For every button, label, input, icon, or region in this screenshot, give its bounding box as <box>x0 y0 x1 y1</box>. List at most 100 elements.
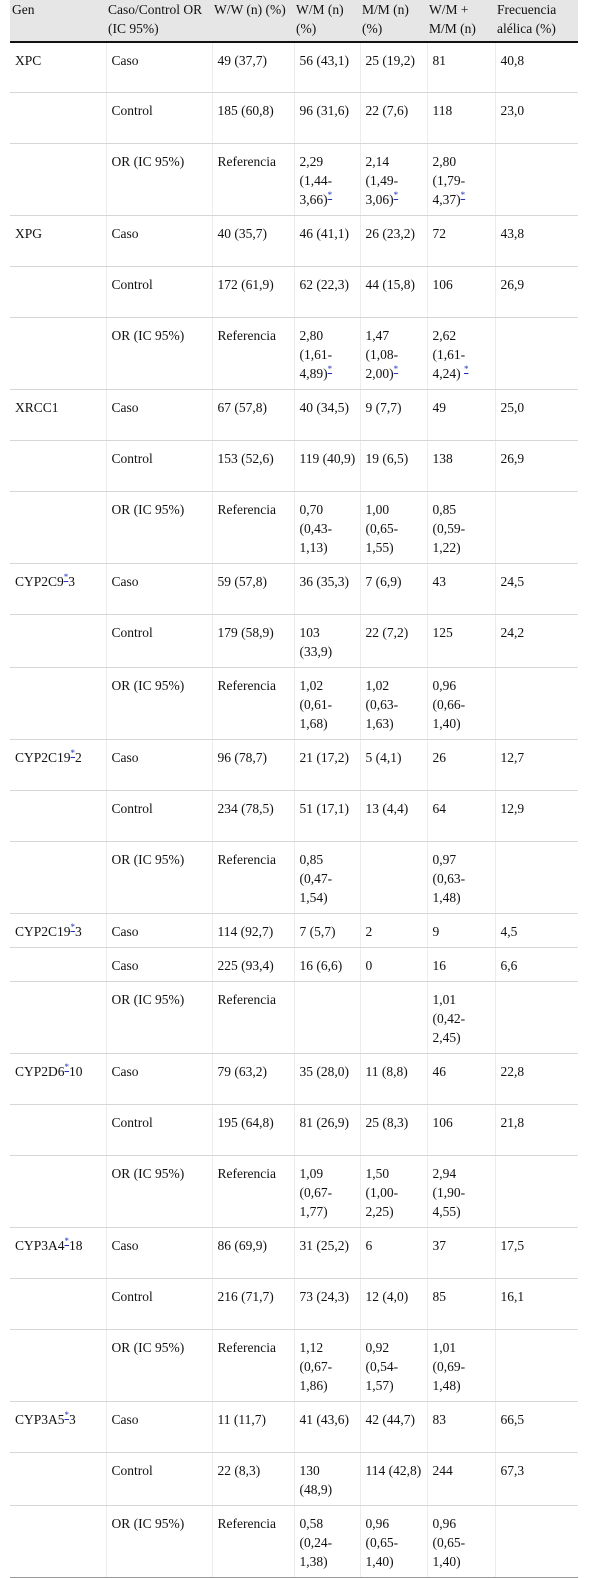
cell-allele-frequency: 17,5 <box>495 1227 578 1279</box>
footnote-link[interactable]: * <box>64 1061 70 1072</box>
cell-group: OR (IC 95%) <box>106 1329 213 1402</box>
cell-gene <box>10 1505 107 1578</box>
cell-gene <box>10 92 107 144</box>
cell-mm-value: 1,47 (1,08-2,00) <box>365 327 399 381</box>
cell-allele-frequency <box>495 667 578 740</box>
cell-wm-value: 2,29 (1,44-3,66) <box>299 153 333 207</box>
cell-wm-value: 119 (40,9) <box>299 450 356 466</box>
cell-wm-value: 56 (43,1) <box>299 53 350 68</box>
cell-allele-frequency-value: 24,2 <box>500 624 525 640</box>
cell-gene <box>10 1278 107 1330</box>
cell-ww: Referencia <box>212 981 295 1054</box>
cell-wm-mm: 118 <box>427 92 496 144</box>
cell-ww-value: Referencia <box>217 327 276 343</box>
cell-gene: XPG <box>10 215 107 267</box>
cell-group: Caso <box>106 389 213 441</box>
cell-wm: 1,12 (0,67-1,86) <box>294 1329 361 1402</box>
table-row: Control 22 (8,3) 130 (48,9) 114 (42,8) 244 67… <box>10 1452 578 1506</box>
table-row: OR (IC 95%) Referencia 1,09 (0,67-1,77) 1,5… <box>10 1155 578 1228</box>
cell-ww-value: Referencia <box>217 991 276 1007</box>
cell-gene <box>10 614 107 668</box>
footnote-link[interactable]: * <box>460 189 466 200</box>
cell-wm-mm-value: 9 <box>432 923 440 939</box>
cell-group: Caso <box>106 1227 213 1279</box>
cell-allele-frequency: 4,5 <box>495 913 578 948</box>
cell-ww: Referencia <box>212 1155 295 1228</box>
cell-gene <box>10 266 107 318</box>
cell-ww-value: Referencia <box>217 153 276 169</box>
cell-ww: 49 (37,7) <box>212 42 295 93</box>
cell-wm-mm-value: 0,96 (0,66-1,40) <box>432 677 466 731</box>
cell-ww-value: 225 (93,4) <box>217 957 274 973</box>
footnote-link[interactable]: * <box>327 363 333 374</box>
cell-wm-mm-value: 125 <box>432 624 453 640</box>
cell-allele-frequency: 40,8 <box>495 42 578 93</box>
header-wm: W/M (n) (%) <box>294 0 360 43</box>
cell-wm-mm-value: 72 <box>432 225 447 241</box>
cell-mm-value: 22 (7,6) <box>365 102 409 118</box>
cell-group-value: OR (IC 95%) <box>111 1339 185 1355</box>
cell-allele-frequency <box>495 981 578 1054</box>
cell-wm-value: 36 (35,3) <box>299 573 350 589</box>
footnote-link[interactable]: * <box>70 747 76 758</box>
cell-wm-mm-value: 0,96 (0,65-1,40) <box>432 1515 466 1569</box>
cell-wm-mm: 0,96 (0,65-1,40) <box>427 1505 496 1578</box>
cell-allele-frequency-value: 21,8 <box>500 1114 525 1130</box>
cell-allele-frequency: 43,8 <box>495 215 578 267</box>
footnote-link[interactable]: * <box>327 189 333 200</box>
footnote-link[interactable]: * <box>464 363 469 374</box>
cell-allele-frequency-value: 4,5 <box>500 923 518 939</box>
cell-group: OR (IC 95%) <box>106 317 213 390</box>
cell-group: OR (IC 95%) <box>106 1155 213 1228</box>
table-row: Control 172 (61,9) 62 (22,3) 44 (15,8) 106 26… <box>10 266 578 318</box>
cell-wm: 41 (43,6) <box>294 1401 361 1453</box>
cell-allele-frequency: 67,3 <box>495 1452 578 1506</box>
cell-allele-frequency: 21,8 <box>495 1104 578 1156</box>
cell-gene <box>10 667 107 740</box>
footnote-link[interactable]: * <box>64 1409 70 1420</box>
table-row: OR (IC 95%) Referencia 1,01 (0,42-2,45) <box>10 981 578 1054</box>
cell-group-value: Caso <box>111 749 139 765</box>
cell-wm-mm-value: 1,01 (0,69-1,48) <box>432 1339 466 1393</box>
cell-wm-mm: 9 <box>427 913 496 948</box>
cell-ww: 59 (57,8) <box>212 563 295 615</box>
cell-mm-value: 0 <box>365 957 373 973</box>
footnote-link[interactable]: * <box>64 1235 70 1246</box>
cell-wm: 62 (22,3) <box>294 266 361 318</box>
cell-wm-mm-value: 244 <box>432 1462 453 1478</box>
cell-wm-mm: 83 <box>427 1401 496 1453</box>
cell-wm <box>294 981 361 1054</box>
cell-mm: 11 (8,8) <box>360 1053 428 1105</box>
cell-group-value: Control <box>111 624 153 640</box>
footnote-link[interactable]: * <box>63 571 69 582</box>
cell-wm: 1,09 (0,67-1,77) <box>294 1155 361 1228</box>
cell-wm-value: 81 (26,9) <box>299 1114 350 1130</box>
cell-group: Control <box>106 1278 213 1330</box>
cell-group-value: Caso <box>111 923 139 939</box>
cell-gene <box>10 1155 107 1228</box>
cell-group: OR (IC 95%) <box>106 841 213 914</box>
cell-mm: 13 (4,4) <box>360 790 428 842</box>
cell-mm-value: 2 <box>365 923 373 939</box>
table-row: OR (IC 95%) Referencia 2,29 (1,44-3,66)* 2,… <box>10 143 578 216</box>
cell-allele-frequency: 12,9 <box>495 790 578 842</box>
cell-allele-frequency <box>495 317 578 390</box>
footnote-link[interactable]: * <box>393 189 399 200</box>
cell-ww: 96 (78,7) <box>212 739 295 791</box>
cell-wm-value: 16 (6,6) <box>299 957 343 973</box>
cell-mm-value: 6 <box>365 1237 373 1253</box>
cell-wm-value: 21 (17,2) <box>299 749 350 765</box>
cell-wm: 73 (24,3) <box>294 1278 361 1330</box>
cell-wm: 0,85 (0,47-1,54) <box>294 841 361 914</box>
footnote-link[interactable]: * <box>393 363 399 374</box>
cell-mm-value: 1,02 (0,63-1,63) <box>365 677 399 731</box>
footnote-link[interactable]: * <box>70 921 76 932</box>
cell-group: Control <box>106 440 213 492</box>
gene-name: CYP2C9 <box>15 573 64 589</box>
cell-group: Caso <box>106 947 213 982</box>
cell-allele-frequency-value: 25,0 <box>500 399 525 415</box>
cell-wm-value: 51 (17,1) <box>299 800 350 816</box>
cell-wm-mm: 26 <box>427 739 496 791</box>
table-row: CYP2C19*3 Caso 114 (92,7) 7 (5,7) 2 9 4,5 <box>10 913 578 948</box>
cell-mm-value: 0,92 (0,54-1,57) <box>365 1339 399 1393</box>
